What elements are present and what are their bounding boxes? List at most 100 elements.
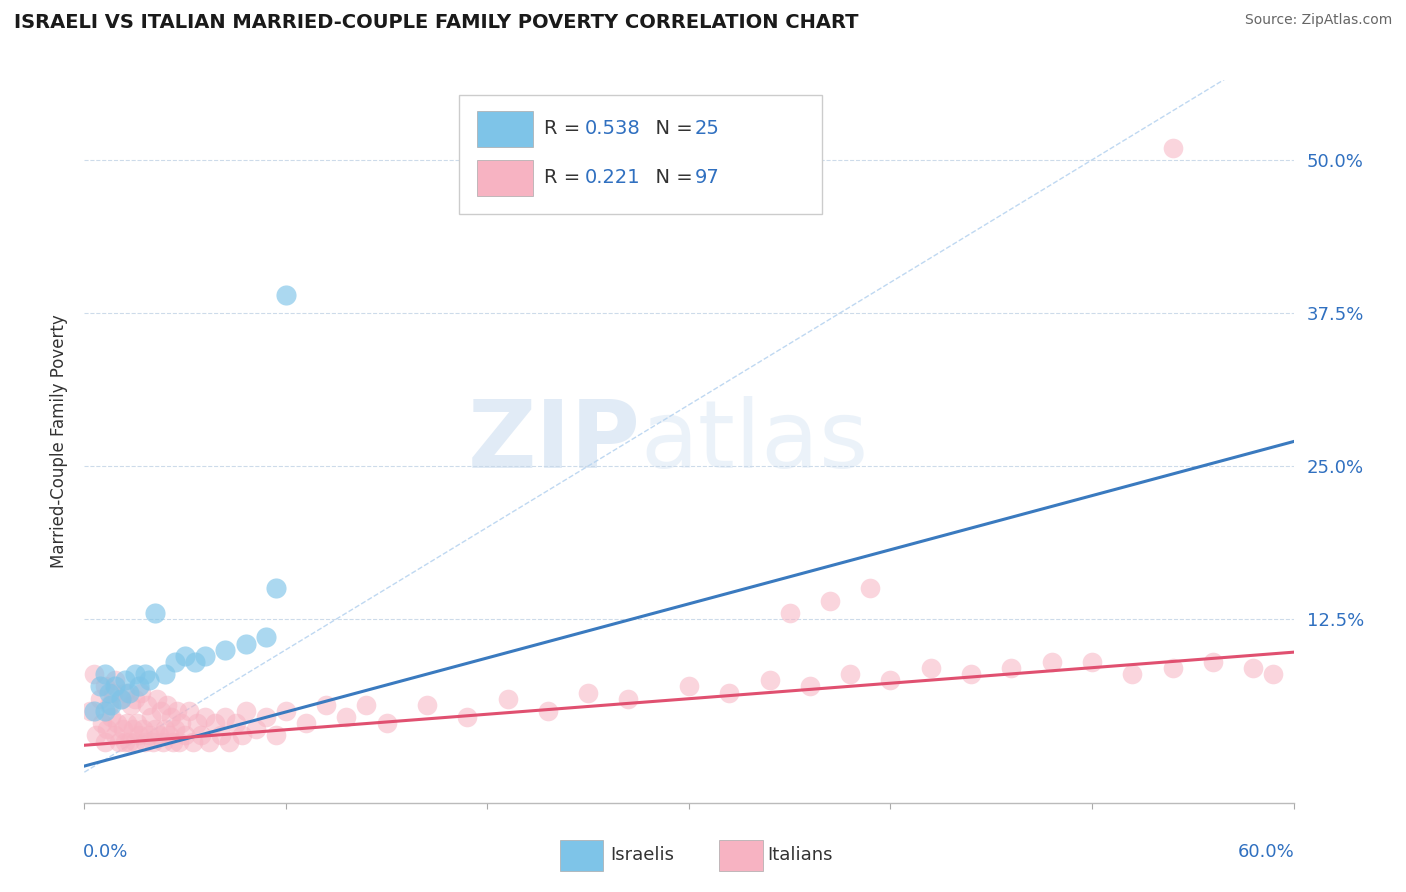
Point [100, 710, 122, 724]
Point [264, 728, 287, 742]
Point [134, 667, 156, 681]
Point [254, 631, 277, 645]
Point [93, 734, 115, 748]
Point [89, 680, 111, 694]
Point [416, 698, 439, 712]
Point [204, 716, 226, 731]
Text: ISRAELI VS ITALIAN MARRIED-COUPLE FAMILY POVERTY CORRELATION CHART: ISRAELI VS ITALIAN MARRIED-COUPLE FAMILY… [14, 13, 859, 32]
Point [83, 667, 105, 681]
Point [235, 637, 257, 651]
Point [779, 606, 801, 620]
Point [153, 667, 176, 681]
Point [174, 728, 197, 742]
Point [118, 734, 141, 748]
Point [174, 648, 197, 663]
Text: N =: N = [643, 120, 699, 138]
Point [274, 287, 297, 301]
Point [139, 710, 162, 724]
Point [165, 655, 187, 669]
Point [128, 680, 150, 694]
Point [1263, 667, 1285, 681]
Text: 25: 25 [695, 120, 720, 138]
Point [225, 716, 247, 731]
Point [231, 728, 253, 742]
Point [356, 698, 378, 712]
Point [104, 680, 127, 694]
Point [617, 691, 640, 706]
FancyBboxPatch shape [460, 95, 823, 214]
Point [93, 704, 115, 718]
Point [839, 667, 862, 681]
Point [114, 685, 136, 699]
Point [149, 704, 172, 718]
Point [160, 710, 183, 724]
Text: atlas: atlas [641, 395, 869, 488]
Point [264, 582, 287, 596]
Point [128, 728, 150, 742]
Point [129, 685, 152, 699]
Point [1202, 655, 1225, 669]
Point [274, 704, 297, 718]
Point [146, 691, 169, 706]
Y-axis label: Married-Couple Family Poverty: Married-Couple Family Poverty [49, 315, 67, 568]
Point [114, 673, 136, 688]
Point [818, 593, 841, 607]
Point [194, 648, 217, 663]
Point [496, 691, 519, 706]
Point [120, 698, 142, 712]
Point [335, 710, 357, 724]
Point [859, 582, 882, 596]
Point [118, 685, 141, 699]
Point [79, 704, 101, 718]
Point [124, 734, 146, 748]
Point [114, 734, 136, 748]
Text: Israelis: Israelis [610, 846, 675, 863]
Point [315, 698, 337, 712]
Point [758, 673, 780, 688]
Point [86, 728, 108, 742]
Point [218, 734, 240, 748]
Text: Source: ZipAtlas.com: Source: ZipAtlas.com [1244, 13, 1392, 28]
Point [254, 710, 277, 724]
Point [166, 704, 188, 718]
Text: ZIP: ZIP [468, 395, 641, 488]
Point [93, 680, 115, 694]
Point [375, 716, 398, 731]
Point [152, 734, 174, 748]
Point [100, 698, 122, 712]
Point [179, 704, 201, 718]
Point [162, 734, 184, 748]
Point [93, 667, 115, 681]
Point [1040, 655, 1063, 669]
Point [104, 673, 127, 688]
Point [456, 710, 478, 724]
Point [104, 728, 127, 742]
Point [110, 691, 132, 706]
Point [134, 734, 156, 748]
Point [167, 734, 190, 748]
Point [678, 680, 700, 694]
FancyBboxPatch shape [720, 840, 762, 871]
Text: Italians: Italians [768, 846, 832, 863]
Point [186, 716, 208, 731]
Text: R =: R = [544, 169, 586, 187]
Point [125, 716, 148, 731]
Point [135, 698, 157, 712]
Point [89, 691, 111, 706]
Point [101, 685, 124, 699]
Text: 0.538: 0.538 [585, 120, 641, 138]
FancyBboxPatch shape [478, 161, 533, 196]
Point [132, 723, 155, 737]
Point [245, 723, 267, 737]
Point [537, 704, 560, 718]
Point [91, 716, 114, 731]
Point [1161, 141, 1184, 155]
Point [138, 673, 160, 688]
Text: 60.0%: 60.0% [1237, 843, 1295, 861]
Point [83, 704, 105, 718]
Point [170, 716, 193, 731]
Point [153, 723, 176, 737]
Point [97, 685, 120, 699]
Point [960, 667, 983, 681]
Point [920, 661, 942, 675]
